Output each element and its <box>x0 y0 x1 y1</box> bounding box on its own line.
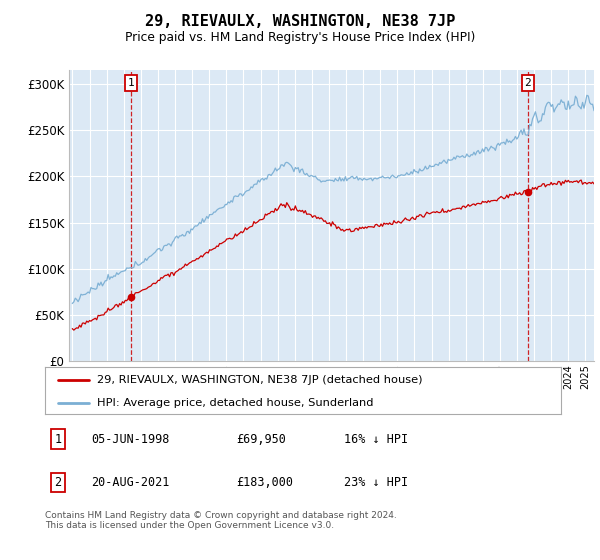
Text: Price paid vs. HM Land Registry's House Price Index (HPI): Price paid vs. HM Land Registry's House … <box>125 31 475 44</box>
Text: 16% ↓ HPI: 16% ↓ HPI <box>344 432 409 446</box>
Text: 20-AUG-2021: 20-AUG-2021 <box>91 476 170 489</box>
Text: 05-JUN-1998: 05-JUN-1998 <box>91 432 170 446</box>
Text: HPI: Average price, detached house, Sunderland: HPI: Average price, detached house, Sund… <box>97 398 373 408</box>
Text: 1: 1 <box>55 432 61 446</box>
Text: 2: 2 <box>524 78 531 88</box>
Text: 23% ↓ HPI: 23% ↓ HPI <box>344 476 409 489</box>
Text: 2: 2 <box>55 476 61 489</box>
Text: £69,950: £69,950 <box>236 432 286 446</box>
Text: 29, RIEVAULX, WASHINGTON, NE38 7JP: 29, RIEVAULX, WASHINGTON, NE38 7JP <box>145 14 455 29</box>
Text: 29, RIEVAULX, WASHINGTON, NE38 7JP (detached house): 29, RIEVAULX, WASHINGTON, NE38 7JP (deta… <box>97 375 422 385</box>
Text: Contains HM Land Registry data © Crown copyright and database right 2024.
This d: Contains HM Land Registry data © Crown c… <box>45 511 397 530</box>
Text: £183,000: £183,000 <box>236 476 293 489</box>
Text: 1: 1 <box>128 78 134 88</box>
